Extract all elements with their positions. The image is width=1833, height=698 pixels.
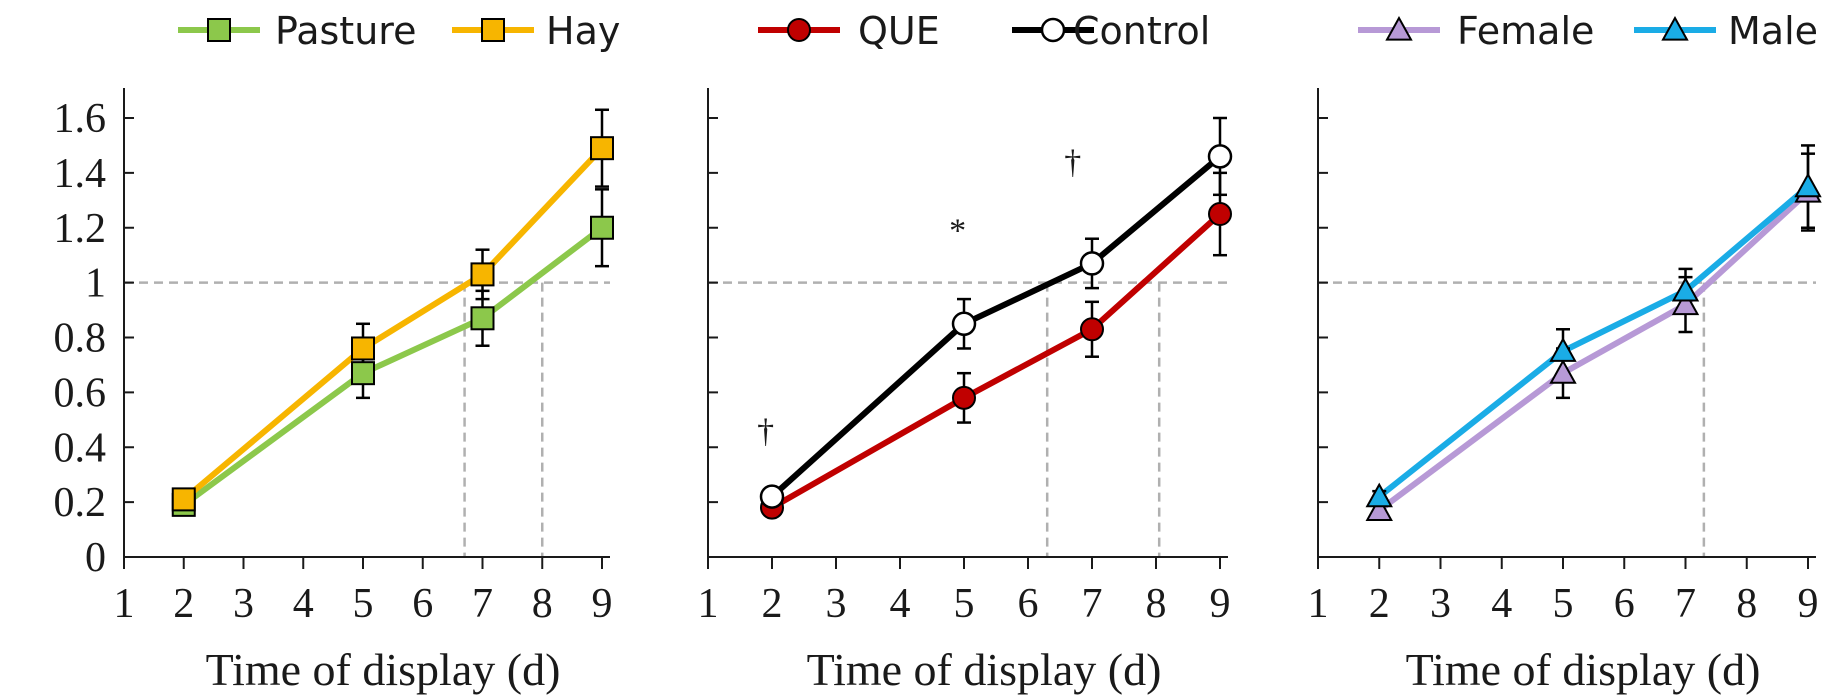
legend-item-control: Control xyxy=(1012,9,1210,53)
legend-label: Pasture xyxy=(275,9,416,53)
data-point-control xyxy=(951,311,977,337)
y-tick-label: 1.2 xyxy=(54,206,107,252)
x-tick-label: 8 xyxy=(1146,581,1167,627)
legend-marker xyxy=(481,18,505,42)
y-tick-label: 0.2 xyxy=(54,480,107,526)
data-point-hay xyxy=(351,336,375,361)
data-point-que xyxy=(1208,202,1232,227)
y-tick-label: 0 xyxy=(85,535,106,581)
x-tick-label: 5 xyxy=(954,581,975,627)
data-point-que xyxy=(1080,317,1104,342)
x-tick-label: 4 xyxy=(890,581,911,627)
x-tick-label: 5 xyxy=(1553,581,1574,627)
x-axis-label: Time of display (d) xyxy=(206,644,561,695)
y-tick-label: 1.4 xyxy=(54,151,107,197)
legend-label: Control xyxy=(1073,9,1210,53)
data-point-pasture xyxy=(590,215,614,240)
data-point-pasture xyxy=(470,306,495,331)
data-point-hay xyxy=(171,487,196,512)
legend-item-female: Female xyxy=(1358,9,1594,53)
x-tick-label: 9 xyxy=(1798,581,1819,627)
data-point-male xyxy=(1365,482,1393,508)
data-point-male xyxy=(1671,276,1700,302)
x-tick-label: 1 xyxy=(114,581,135,627)
y-tick-label: 1 xyxy=(85,261,106,307)
x-tick-label: 5 xyxy=(353,581,374,627)
legend-item-male: Male xyxy=(1634,9,1818,53)
legend-item-hay: Hay xyxy=(452,9,620,53)
data-point-pasture xyxy=(351,361,375,386)
data-point-que xyxy=(952,385,976,410)
data-point-hay xyxy=(590,136,614,161)
x-tick-label: 6 xyxy=(1018,581,1039,627)
legend-marker xyxy=(1040,17,1066,43)
data-point-female xyxy=(1549,359,1577,384)
legend-label: Hay xyxy=(546,9,620,53)
significance-annotation: † xyxy=(757,413,774,450)
series-line-female xyxy=(1377,189,1811,513)
significance-annotation: * xyxy=(949,212,966,249)
x-axis-label: Time of display (d) xyxy=(807,644,1162,695)
legend-marker xyxy=(787,18,811,42)
data-point-male xyxy=(1794,172,1822,198)
series-line-pasture xyxy=(181,225,604,508)
y-tick-label: 0.8 xyxy=(54,316,107,362)
x-tick-label: 7 xyxy=(1675,581,1696,627)
legend-marker xyxy=(1661,15,1689,41)
x-axis-label: Time of display (d) xyxy=(1406,644,1761,695)
legend-label: Male xyxy=(1728,9,1818,53)
x-tick-label: 7 xyxy=(1082,581,1103,627)
series-line-que xyxy=(770,211,1223,511)
x-tick-label: 1 xyxy=(1308,581,1329,627)
legend-marker xyxy=(1385,15,1413,41)
data-point-control xyxy=(1207,144,1233,169)
y-tick-label: 1.6 xyxy=(54,96,107,142)
x-tick-label: 4 xyxy=(1491,581,1512,627)
data-point-hay xyxy=(470,262,495,287)
series-line-male xyxy=(1377,184,1810,499)
x-tick-label: 3 xyxy=(233,581,254,627)
x-tick-label: 7 xyxy=(472,581,493,627)
data-point-male xyxy=(1549,337,1577,362)
data-point-female xyxy=(1365,496,1393,521)
x-tick-label: 1 xyxy=(698,581,719,627)
x-tick-label: 6 xyxy=(1614,581,1635,627)
x-tick-label: 8 xyxy=(532,581,553,627)
legend-label: QUE xyxy=(858,9,940,53)
legend-label: Female xyxy=(1457,9,1594,53)
y-tick-label: 0.4 xyxy=(54,425,107,471)
legend-item-pasture: Pasture xyxy=(178,9,416,53)
x-tick-label: 2 xyxy=(762,581,783,627)
data-point-control xyxy=(1079,251,1105,276)
x-tick-label: 9 xyxy=(592,581,613,627)
x-tick-label: 4 xyxy=(293,581,314,627)
x-tick-label: 9 xyxy=(1210,581,1231,627)
x-tick-label: 3 xyxy=(826,581,847,627)
x-tick-label: 2 xyxy=(1369,581,1390,627)
legend-item-que: QUE xyxy=(758,9,940,53)
data-point-control xyxy=(759,484,785,509)
legend-marker xyxy=(207,18,231,42)
chart-female-male: 1 2 3 4 5 6 7 8 9 Time of display (d) Female Male xyxy=(1308,9,1822,695)
x-tick-label: 6 xyxy=(412,581,433,627)
chart-que-control: 1 2 3 4 5 6 7 8 9 Time of display (d) † * † QUE Contro… xyxy=(698,9,1233,695)
x-tick-label: 8 xyxy=(1736,581,1757,627)
series-line-hay xyxy=(181,146,605,502)
series-line-control xyxy=(769,154,1222,499)
x-tick-label: 2 xyxy=(173,581,194,627)
y-tick-label: 0.6 xyxy=(54,370,107,416)
x-tick-label: 3 xyxy=(1430,581,1451,627)
data-point-female xyxy=(1671,290,1700,316)
significance-annotation: † xyxy=(1064,144,1081,181)
